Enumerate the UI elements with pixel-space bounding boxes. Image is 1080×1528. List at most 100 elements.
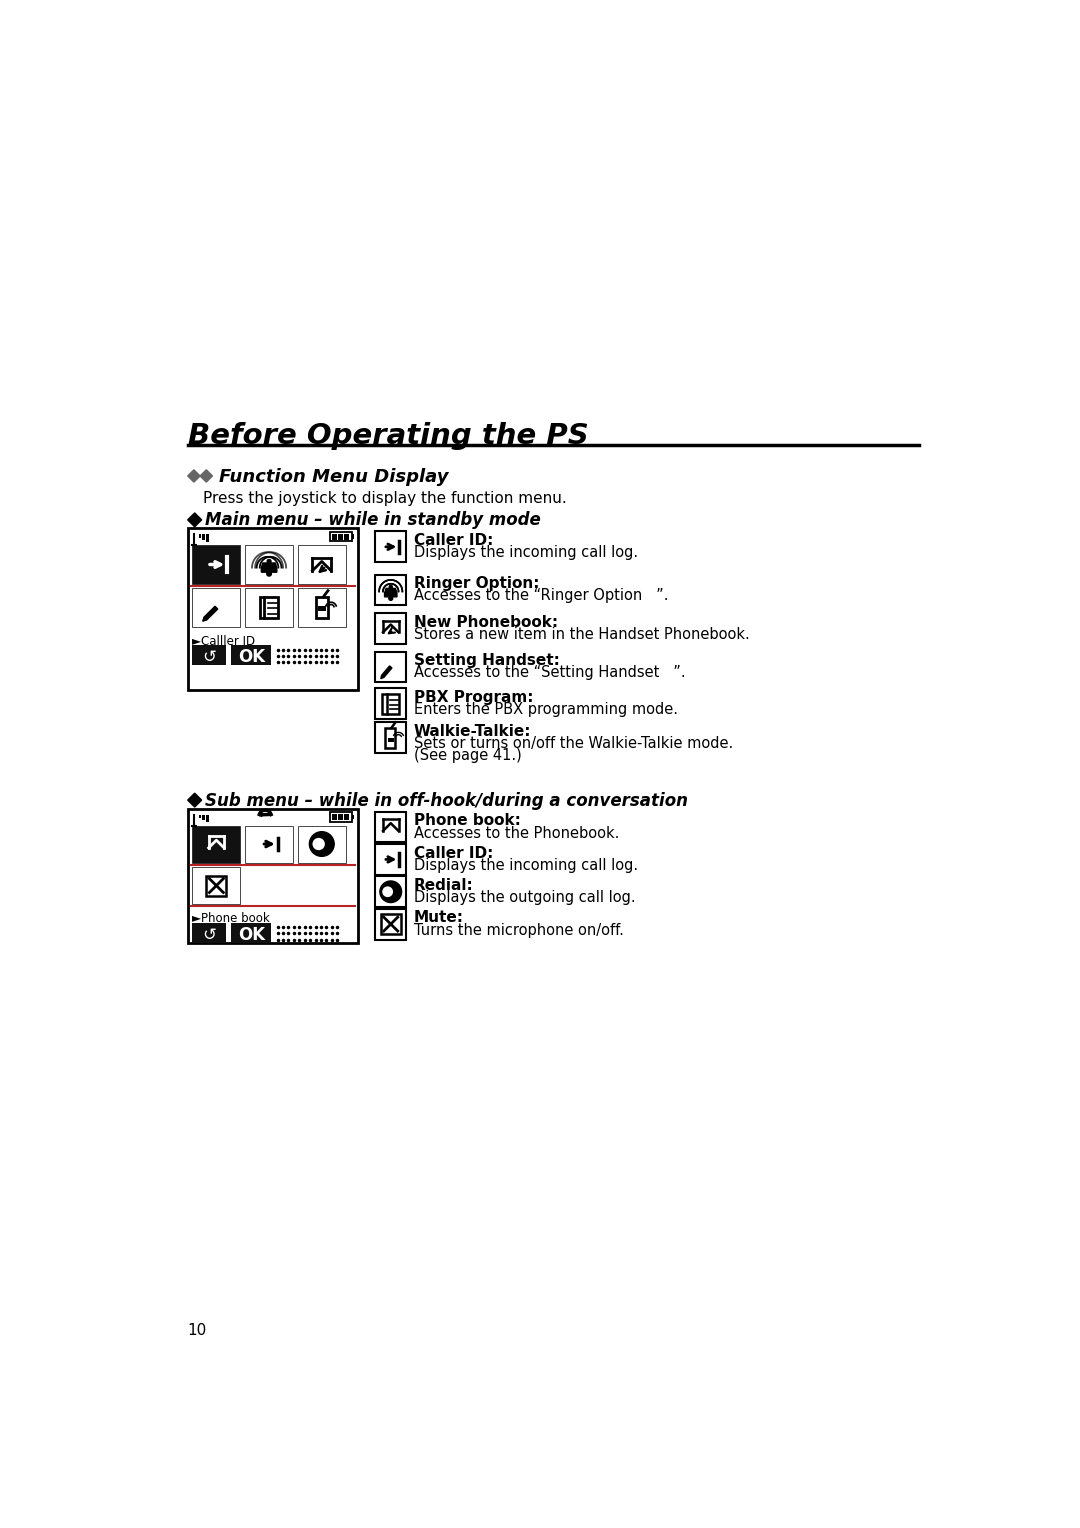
- Polygon shape: [381, 675, 384, 678]
- Bar: [332, 814, 337, 821]
- Text: Displays the outgoing call log.: Displays the outgoing call log.: [414, 891, 636, 905]
- Text: ►Phone book: ►Phone book: [192, 912, 270, 924]
- Text: Press the joystick to display the function menu.: Press the joystick to display the functi…: [203, 492, 567, 506]
- Polygon shape: [188, 513, 202, 527]
- Bar: [375, 723, 406, 753]
- Bar: [375, 909, 406, 940]
- Polygon shape: [384, 588, 397, 597]
- Bar: [192, 825, 241, 862]
- Text: Caller ID:: Caller ID:: [414, 845, 494, 860]
- Polygon shape: [261, 562, 276, 571]
- Text: New Phonebook:: New Phonebook:: [414, 614, 558, 630]
- Circle shape: [309, 831, 334, 856]
- Bar: [345, 533, 349, 539]
- Bar: [298, 545, 346, 584]
- Polygon shape: [204, 607, 218, 620]
- Bar: [298, 588, 346, 626]
- Circle shape: [312, 837, 325, 850]
- Circle shape: [389, 585, 392, 588]
- Bar: [260, 597, 279, 619]
- Circle shape: [380, 882, 402, 903]
- Bar: [199, 535, 201, 538]
- Text: Turns the microphone on/off.: Turns the microphone on/off.: [414, 923, 624, 938]
- Bar: [375, 651, 406, 683]
- Bar: [298, 825, 346, 862]
- Text: Enters the PBX programming mode.: Enters the PBX programming mode.: [414, 703, 678, 717]
- Circle shape: [267, 559, 271, 564]
- Text: Function Menu Display: Function Menu Display: [218, 468, 448, 486]
- Bar: [338, 814, 342, 821]
- Bar: [375, 532, 406, 562]
- Text: Walkie-Talkie:: Walkie-Talkie:: [414, 724, 531, 740]
- Bar: [202, 535, 205, 539]
- Text: Accesses to the Phonebook.: Accesses to the Phonebook.: [414, 825, 619, 840]
- Text: OK: OK: [238, 648, 265, 666]
- Bar: [388, 738, 394, 741]
- Bar: [245, 825, 293, 862]
- Bar: [382, 694, 400, 714]
- Bar: [330, 532, 352, 541]
- Bar: [375, 613, 406, 643]
- Bar: [386, 727, 395, 747]
- Bar: [188, 529, 359, 691]
- Text: Displays the incoming call log.: Displays the incoming call log.: [414, 857, 638, 872]
- Text: Accesses to the “Setting Handset   ”.: Accesses to the “Setting Handset ”.: [414, 665, 686, 680]
- Bar: [245, 588, 293, 626]
- Text: PBX Program:: PBX Program:: [414, 691, 534, 704]
- Text: Redial:: Redial:: [414, 879, 474, 892]
- Polygon shape: [188, 793, 202, 807]
- Text: Setting Handset:: Setting Handset:: [414, 652, 559, 668]
- Bar: [375, 575, 406, 605]
- Bar: [202, 814, 205, 821]
- Polygon shape: [200, 469, 213, 483]
- Text: Accesses to the “Ringer Option   ”.: Accesses to the “Ringer Option ”.: [414, 588, 669, 604]
- Text: Ringer Option:: Ringer Option:: [414, 576, 540, 591]
- Bar: [231, 923, 271, 943]
- Bar: [352, 814, 354, 819]
- Bar: [345, 814, 349, 821]
- Circle shape: [267, 571, 271, 576]
- Circle shape: [382, 886, 393, 897]
- Text: Sets or turns on/off the Walkie-Talkie mode.: Sets or turns on/off the Walkie-Talkie m…: [414, 736, 733, 752]
- Circle shape: [389, 596, 393, 601]
- Text: Displays the incoming call log.: Displays the incoming call log.: [414, 545, 638, 561]
- Polygon shape: [203, 617, 206, 622]
- Polygon shape: [381, 666, 392, 677]
- Bar: [192, 923, 227, 943]
- Text: Stores a new item in the Handset Phonebook.: Stores a new item in the Handset Phonebo…: [414, 626, 750, 642]
- Polygon shape: [188, 469, 200, 483]
- Text: Main menu – while in standby mode: Main menu – while in standby mode: [205, 512, 540, 529]
- Text: Mute:: Mute:: [414, 911, 464, 926]
- Bar: [375, 877, 406, 908]
- Text: Before Operating the PS: Before Operating the PS: [188, 422, 589, 451]
- Text: (See page 41.): (See page 41.): [414, 747, 522, 762]
- Bar: [206, 814, 208, 822]
- Bar: [199, 814, 201, 817]
- Bar: [315, 597, 328, 619]
- Bar: [330, 813, 352, 822]
- Bar: [206, 876, 227, 895]
- Bar: [380, 914, 401, 934]
- Bar: [192, 545, 241, 584]
- Bar: [375, 843, 406, 876]
- Text: Phone book:: Phone book:: [414, 813, 521, 828]
- Bar: [188, 808, 359, 943]
- Bar: [318, 607, 326, 611]
- Bar: [375, 689, 406, 720]
- Bar: [206, 535, 208, 542]
- Text: Sub menu – while in off-hook/during a conversation: Sub menu – while in off-hook/during a co…: [205, 792, 688, 810]
- Text: OK: OK: [238, 926, 265, 944]
- Bar: [375, 811, 406, 842]
- Text: 10: 10: [188, 1323, 207, 1339]
- Bar: [338, 533, 342, 539]
- Text: ↺: ↺: [202, 648, 216, 666]
- Bar: [245, 545, 293, 584]
- Text: Caller ID:: Caller ID:: [414, 533, 494, 549]
- Bar: [192, 645, 227, 665]
- Bar: [192, 588, 241, 626]
- Bar: [192, 866, 241, 905]
- Text: ►Calller ID: ►Calller ID: [192, 634, 256, 648]
- Bar: [352, 535, 354, 539]
- Bar: [332, 533, 337, 539]
- Bar: [231, 645, 271, 665]
